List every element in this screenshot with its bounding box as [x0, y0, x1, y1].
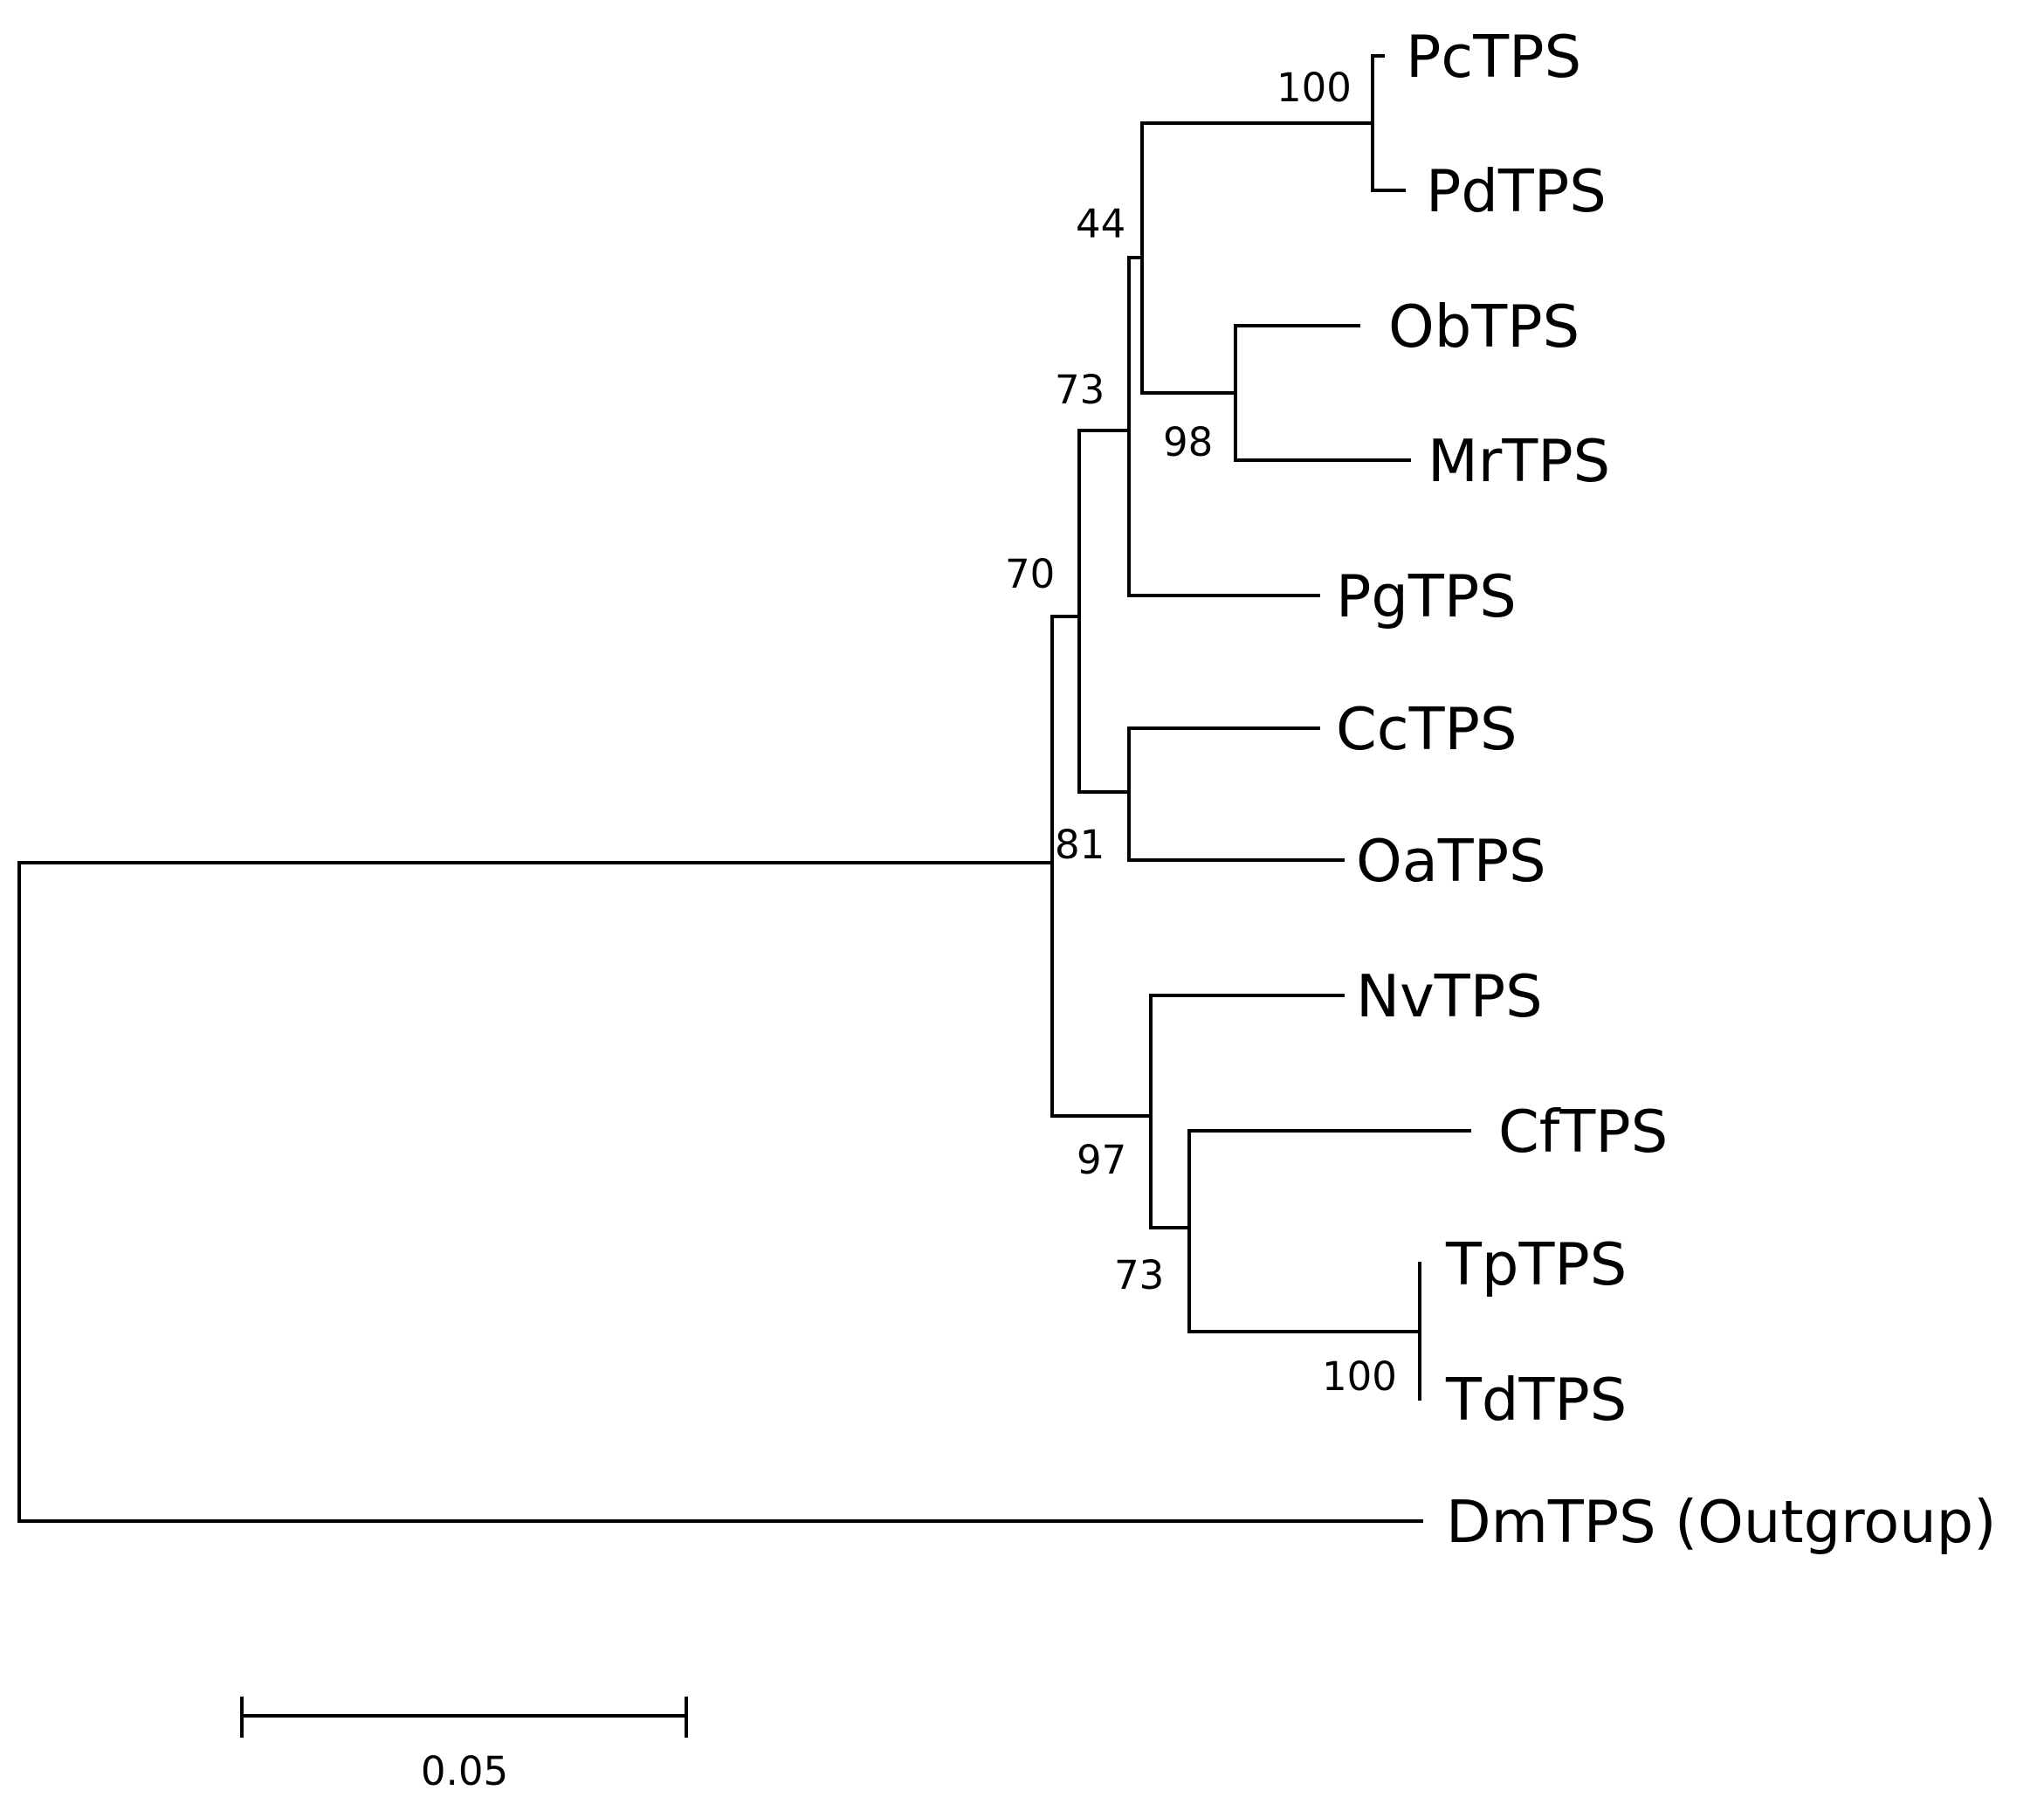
taxon-label-cc: CcTPS	[1336, 695, 1517, 763]
taxon-label-pd: PdTPS	[1426, 157, 1607, 225]
bootstrap-value: 81	[1055, 822, 1105, 868]
tree-branches	[17, 54, 1471, 1523]
taxon-label-nv: NvTPS	[1356, 962, 1543, 1030]
bootstrap-value: 100	[1322, 1353, 1397, 1400]
taxon-label-pg: PgTPS	[1336, 562, 1517, 630]
bootstrap-values: 100 44 98 73 70 81 97 73 100	[1005, 65, 1397, 1400]
taxon-label-oa: OaTPS	[1356, 827, 1546, 895]
taxon-label-ob: ObTPS	[1388, 293, 1579, 361]
taxon-label-dm: DmTPS (Outgroup)	[1446, 1488, 1996, 1556]
taxon-label-tp: TpTPS	[1445, 1230, 1627, 1298]
scale-bar: 0.05	[240, 1697, 688, 1794]
bootstrap-value: 97	[1077, 1137, 1126, 1183]
bootstrap-value: 73	[1114, 1252, 1164, 1298]
bootstrap-value: 100	[1277, 65, 1352, 111]
bootstrap-value: 70	[1005, 551, 1055, 597]
scale-bar-label: 0.05	[421, 1748, 508, 1794]
taxon-labels: PcTPS PdTPS ObTPS MrTPS PgTPS CcTPS OaTP…	[1336, 23, 1996, 1556]
bootstrap-value: 73	[1055, 367, 1105, 413]
taxon-label-td: TdTPS	[1445, 1366, 1627, 1434]
bootstrap-value: 98	[1163, 419, 1213, 465]
bootstrap-value: 44	[1076, 201, 1125, 247]
taxon-label-mr: MrTPS	[1428, 427, 1610, 495]
taxon-label-cf: CfTPS	[1498, 1098, 1668, 1166]
taxon-label-pc: PcTPS	[1406, 23, 1581, 91]
